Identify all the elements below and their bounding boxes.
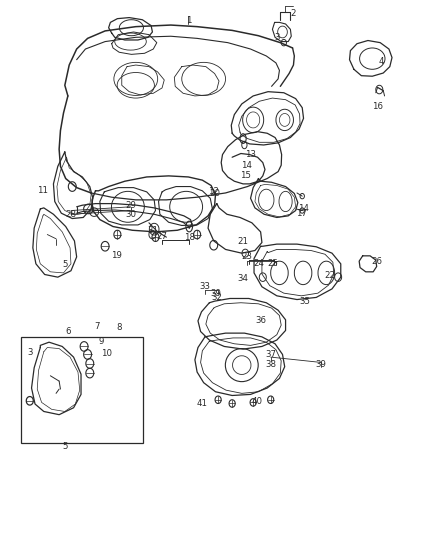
Text: 41: 41 xyxy=(197,399,208,408)
Text: 22: 22 xyxy=(324,271,336,280)
Text: 40: 40 xyxy=(252,397,263,406)
Text: 5: 5 xyxy=(62,261,67,269)
Text: 26: 26 xyxy=(371,257,382,265)
Text: 38: 38 xyxy=(265,360,276,369)
Text: 37: 37 xyxy=(265,350,276,359)
Text: 24: 24 xyxy=(253,260,265,268)
Text: 15: 15 xyxy=(240,172,251,180)
Text: 39: 39 xyxy=(210,289,221,297)
Text: 14: 14 xyxy=(241,161,252,169)
Text: 36: 36 xyxy=(255,317,266,325)
Text: 14: 14 xyxy=(298,205,309,213)
Text: 11: 11 xyxy=(37,186,49,195)
Text: 31: 31 xyxy=(147,227,158,235)
Text: 25: 25 xyxy=(267,260,279,268)
Text: 20: 20 xyxy=(209,189,220,198)
Text: 9: 9 xyxy=(99,337,104,345)
Text: 8: 8 xyxy=(117,324,122,332)
Text: 39: 39 xyxy=(316,360,326,369)
Text: 4: 4 xyxy=(378,57,384,66)
Text: 21: 21 xyxy=(237,238,249,246)
Text: 10: 10 xyxy=(101,349,112,358)
Text: 5: 5 xyxy=(62,442,67,450)
Text: 12: 12 xyxy=(208,188,219,196)
Text: 13: 13 xyxy=(245,150,256,159)
Text: 1: 1 xyxy=(186,16,191,25)
Text: 30: 30 xyxy=(125,211,136,219)
Text: 34: 34 xyxy=(237,274,249,283)
Text: 33: 33 xyxy=(199,282,211,291)
Text: 18: 18 xyxy=(184,233,195,241)
Text: 27: 27 xyxy=(156,232,168,241)
Text: 32: 32 xyxy=(211,293,223,302)
Text: 6: 6 xyxy=(65,327,71,336)
Text: 17: 17 xyxy=(296,209,307,217)
Text: 7: 7 xyxy=(95,322,100,330)
Text: 28: 28 xyxy=(65,210,77,219)
Text: 16: 16 xyxy=(372,102,383,111)
Text: 2: 2 xyxy=(291,9,296,18)
Text: 23: 23 xyxy=(241,252,253,261)
Text: 35: 35 xyxy=(299,297,310,305)
Text: 3: 3 xyxy=(274,33,279,42)
Text: 29: 29 xyxy=(125,201,136,210)
Text: 3: 3 xyxy=(27,349,32,357)
Text: 19: 19 xyxy=(111,252,121,260)
